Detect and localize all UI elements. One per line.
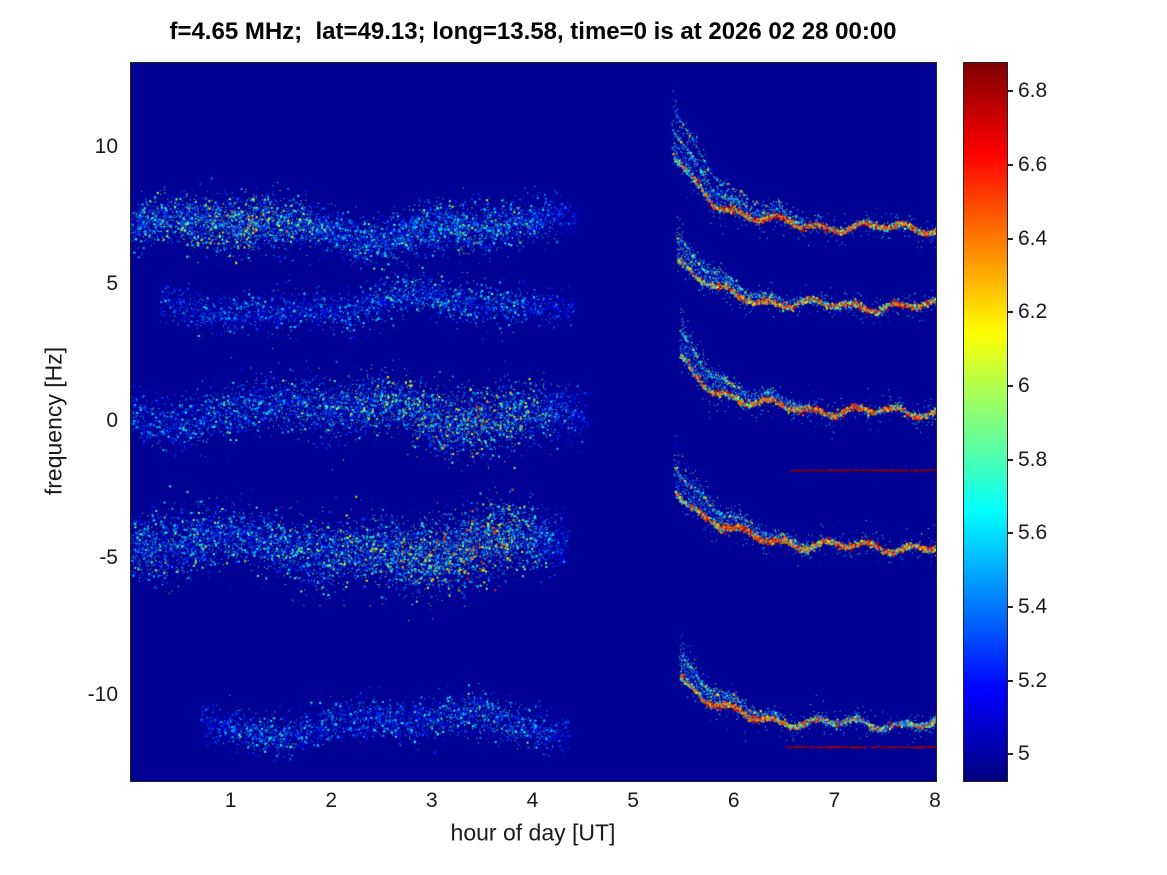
colorbar-tick-label: 6.2 [1018, 300, 1048, 324]
colorbar-tick-label: 6.6 [1018, 153, 1048, 177]
y-tick-label: 5 [106, 271, 118, 295]
colorbar-tick-label: 5.2 [1018, 668, 1048, 692]
colorbar-tick-label: 5.6 [1018, 521, 1048, 545]
plot-area [130, 62, 937, 782]
x-tick-label: 5 [627, 789, 639, 812]
chart-title: f=4.65 MHz; lat=49.13; long=13.58, time=… [169, 18, 897, 45]
colorbar-tick-label: 5.8 [1018, 447, 1048, 471]
x-axis-label: hour of day [UT] [450, 819, 616, 846]
colorbar-tick-mark [1007, 90, 1013, 93]
colorbar-tick-mark [1007, 164, 1013, 167]
colorbar-tick-label: 6.8 [1018, 79, 1048, 103]
colorbar-tick-mark [1007, 532, 1013, 535]
colorbar-tick-mark [1007, 458, 1013, 461]
y-tick-label: 10 [94, 134, 118, 158]
colorbar-tick-label: 6 [1018, 374, 1030, 398]
colorbar-tick-mark [1007, 237, 1013, 240]
colorbar-tick-mark [1007, 753, 1013, 756]
x-tick-label: 4 [526, 789, 539, 812]
x-tick-label: 1 [224, 789, 237, 812]
x-tick-label: 3 [426, 789, 438, 812]
colorbar-tick-label: 5.4 [1018, 594, 1048, 618]
spectrogram-canvas [131, 63, 936, 781]
y-tick-label: -5 [99, 546, 118, 570]
y-tick-label: 0 [106, 409, 118, 432]
colorbar-tick-label: 5 [1018, 742, 1030, 766]
colorbar-tick-mark [1007, 679, 1013, 682]
colorbar-tick-mark [1007, 311, 1013, 314]
x-tick-label: 6 [727, 789, 740, 812]
colorbar-canvas [964, 63, 1007, 781]
colorbar-tick-mark [1007, 385, 1013, 388]
x-tick-label: 2 [325, 789, 338, 812]
colorbar [963, 62, 1008, 782]
x-tick-label: 8 [929, 789, 941, 812]
y-tick-label: -10 [87, 683, 118, 707]
colorbar-tick-label: 6.4 [1018, 226, 1048, 250]
x-tick-label: 7 [828, 789, 841, 812]
colorbar-tick-mark [1007, 605, 1013, 608]
